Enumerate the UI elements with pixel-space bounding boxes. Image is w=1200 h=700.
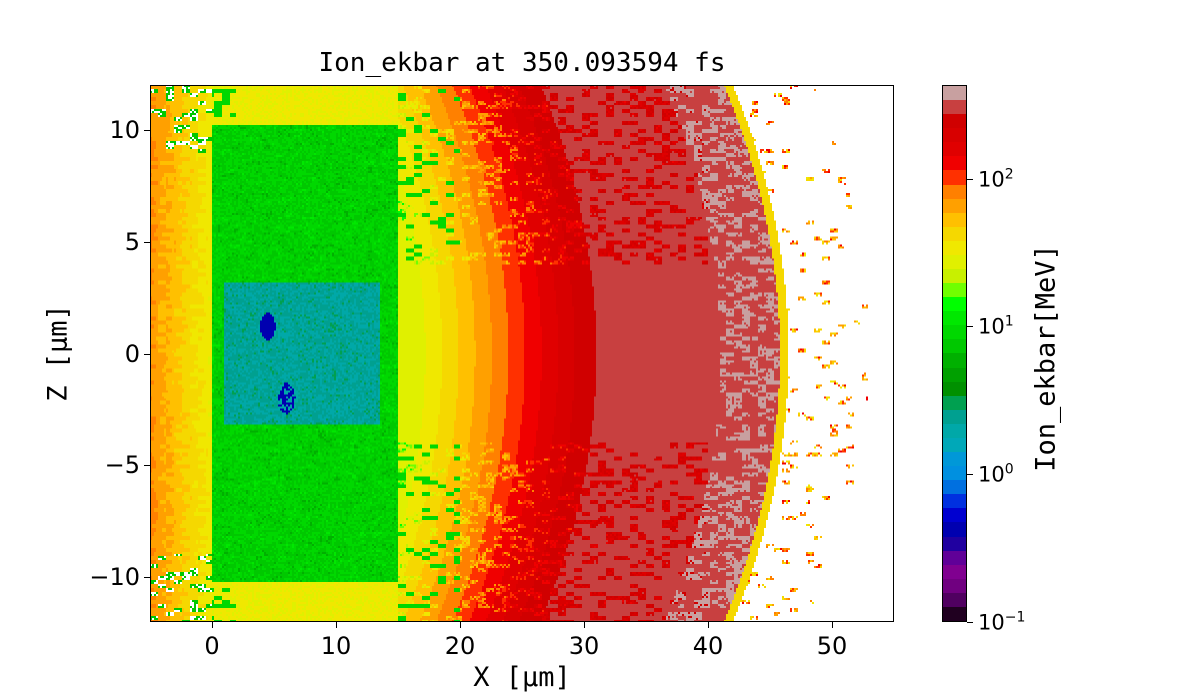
- colorbar-band: [943, 269, 966, 284]
- colorbar-band: [943, 494, 966, 509]
- y-tick-mark: [144, 353, 150, 355]
- tick-base: 10: [978, 314, 1005, 339]
- heatmap-image: [150, 85, 894, 622]
- colorbar-tick-mark: [967, 474, 973, 476]
- colorbar-band: [943, 353, 966, 368]
- colorbar-band: [943, 550, 966, 565]
- colorbar-band: [943, 480, 966, 495]
- colorbar-band: [943, 226, 966, 241]
- tick-base: 10: [978, 167, 1005, 192]
- colorbar-band: [943, 128, 966, 143]
- colorbar-band: [943, 381, 966, 396]
- colorbar-tick-label: 10−1: [978, 610, 1025, 635]
- tick-exponent: −1: [1004, 609, 1026, 626]
- x-tick-mark: [584, 622, 585, 628]
- y-axis-label: Z [μm]: [42, 304, 74, 402]
- chart-title: Ion_ekbar at 350.093594 fs: [318, 48, 726, 78]
- x-tick-mark: [336, 622, 337, 628]
- y-tick-mark: [144, 129, 150, 131]
- tick-exponent: 1: [1004, 313, 1014, 330]
- colorbar-band: [943, 100, 966, 115]
- colorbar-tick-mark: [967, 622, 973, 623]
- colorbar-band: [943, 170, 966, 185]
- colorbar-band: [943, 198, 966, 213]
- y-tick-label: −5: [104, 451, 140, 480]
- colorbar-band: [943, 606, 966, 621]
- colorbar-band: [943, 466, 966, 481]
- y-tick-mark: [144, 241, 150, 243]
- colorbar-band: [943, 86, 966, 101]
- colorbar-band: [943, 452, 966, 467]
- colorbar-band: [943, 311, 966, 326]
- x-tick-mark: [460, 622, 461, 628]
- tick-base: 10: [978, 462, 1005, 487]
- y-tick-mark: [144, 465, 150, 467]
- colorbar-band: [943, 156, 966, 171]
- y-tick-label: 10: [109, 115, 140, 144]
- colorbar-band: [943, 283, 966, 298]
- colorbar-band: [943, 212, 966, 227]
- x-tick-label: 20: [444, 632, 476, 660]
- colorbar-band: [943, 254, 966, 270]
- colorbar-band: [943, 564, 966, 579]
- x-tick-label: 0: [204, 632, 220, 660]
- colorbar-band: [943, 423, 966, 438]
- colorbar-band: [943, 409, 966, 424]
- y-tick-label: 0: [124, 339, 140, 368]
- y-tick-label: 5: [124, 227, 140, 256]
- y-tick-mark: [144, 577, 150, 579]
- colorbar-tick-label: 100: [978, 462, 1014, 487]
- colorbar-tick-label: 101: [978, 314, 1014, 339]
- colorbar-band: [943, 367, 966, 382]
- tick-base: 10: [978, 610, 1005, 635]
- colorbar-band: [943, 240, 966, 255]
- x-tick-label: 10: [320, 632, 352, 660]
- colorbar-band: [943, 142, 966, 157]
- x-tick-label: 40: [692, 632, 724, 660]
- colorbar: [942, 85, 967, 622]
- colorbar-band: [943, 184, 966, 199]
- colorbar-band: [943, 437, 966, 453]
- colorbar-tick-label: 102: [978, 166, 1014, 191]
- colorbar-band: [943, 508, 966, 523]
- plot-frame: [150, 85, 894, 622]
- x-tick-mark: [708, 622, 709, 628]
- x-tick-label: 50: [816, 632, 848, 660]
- colorbar-tick-mark: [967, 326, 973, 328]
- colorbar-band: [943, 395, 966, 410]
- tick-exponent: 2: [1004, 166, 1014, 183]
- y-tick-label: −10: [89, 563, 140, 592]
- colorbar-band: [943, 339, 966, 354]
- colorbar-tick-mark: [967, 178, 973, 180]
- colorbar-band: [943, 325, 966, 340]
- colorbar-band: [943, 592, 966, 607]
- colorbar-band: [943, 536, 966, 551]
- colorbar-band: [943, 522, 966, 537]
- x-tick-label: 30: [568, 632, 600, 660]
- colorbar-label: Ion_ekbar[MeV]: [1030, 244, 1062, 472]
- colorbar-band: [943, 297, 966, 312]
- colorbar-band: [943, 578, 966, 593]
- tick-exponent: 0: [1004, 461, 1014, 478]
- x-axis-label: X [μm]: [473, 662, 571, 693]
- colorbar-band: [943, 114, 966, 129]
- x-tick-mark: [212, 622, 213, 628]
- x-tick-mark: [832, 622, 833, 628]
